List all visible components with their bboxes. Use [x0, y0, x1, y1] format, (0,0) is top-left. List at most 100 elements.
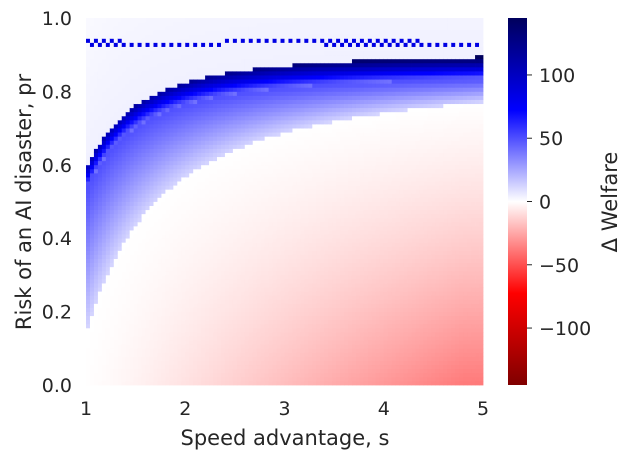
heatmap-cell — [153, 254, 158, 259]
heatmap-cell — [300, 319, 305, 325]
heatmap-cell — [86, 95, 91, 100]
heatmap-cell — [109, 311, 115, 317]
heatmap-cell — [264, 262, 270, 268]
heatmap-cell — [292, 360, 297, 366]
heatmap-cell — [201, 201, 206, 206]
heatmap-cell — [193, 356, 198, 361]
heatmap-cell — [173, 238, 178, 243]
heatmap-cell — [201, 217, 206, 223]
heatmap-cell — [236, 364, 242, 370]
heatmap-cell — [296, 331, 301, 337]
heatmap-cell — [292, 201, 297, 206]
heatmap-cell — [292, 144, 297, 149]
heatmap-cell — [149, 234, 154, 239]
heatmap-cell — [197, 140, 202, 145]
heatmap-cell — [97, 164, 103, 170]
heatmap-cell — [217, 124, 222, 129]
heatmap-cell — [193, 262, 198, 268]
heatmap-cell — [201, 242, 206, 247]
heatmap-cell — [157, 225, 162, 231]
heatmap-cell — [113, 360, 119, 366]
heatmap-cell — [197, 160, 202, 166]
heatmap-cell — [89, 62, 95, 68]
heatmap-cell — [93, 368, 99, 374]
heatmap-cell — [177, 315, 182, 321]
heatmap-cell — [173, 262, 178, 268]
heatmap-cell — [264, 344, 270, 349]
heatmap-cell — [149, 368, 154, 374]
heatmap-cell — [193, 352, 198, 357]
heatmap-cell — [157, 181, 162, 186]
heatmap-cell — [264, 295, 270, 300]
heatmap-cell — [300, 295, 305, 300]
heatmap-cell — [133, 299, 139, 304]
heatmap-cell — [129, 331, 135, 337]
heatmap-cell — [137, 380, 142, 386]
heatmap-cell — [252, 156, 258, 162]
heatmap-cell — [105, 160, 111, 166]
heatmap-cell — [181, 103, 186, 109]
heatmap-cell — [288, 315, 293, 321]
heatmap-cell — [145, 172, 150, 178]
heatmap-cell — [181, 213, 186, 219]
heatmap-cell — [105, 323, 111, 329]
heatmap-cell — [189, 376, 194, 382]
heatmap-cell — [86, 238, 91, 243]
heatmap-cell — [217, 132, 222, 137]
heatmap-cell — [177, 283, 182, 288]
heatmap-cell — [296, 270, 301, 276]
heatmap-cell — [201, 278, 206, 284]
heatmap-cell — [220, 234, 226, 239]
heatmap-cell — [189, 372, 194, 378]
heatmap-cell — [169, 270, 174, 276]
heatmap-cell — [86, 26, 91, 31]
heatmap-cell — [213, 213, 218, 219]
heatmap-cell — [201, 299, 206, 304]
heatmap-cell — [213, 250, 218, 255]
heatmap-cell — [276, 230, 281, 235]
heatmap-cell — [137, 266, 142, 272]
heatmap-cell — [260, 58, 266, 64]
heatmap-cell — [185, 79, 190, 84]
heatmap-cell — [236, 372, 242, 378]
heatmap-cell — [236, 111, 242, 117]
heatmap-cell — [260, 270, 266, 276]
heatmap-cell — [256, 344, 262, 349]
heatmap-cell — [228, 262, 234, 268]
heatmap-cell — [197, 26, 202, 31]
heatmap-cell — [232, 230, 238, 235]
heatmap-cell — [129, 71, 135, 76]
heatmap-cell — [105, 344, 111, 349]
heatmap-cell — [205, 87, 210, 92]
heatmap-cell — [232, 246, 238, 251]
heatmap-cell — [205, 225, 210, 231]
heatmap-cell — [117, 87, 123, 92]
heatmap-cell — [193, 140, 198, 145]
heatmap-cell — [149, 168, 154, 174]
heatmap-cell — [260, 238, 266, 243]
heatmap-cell — [181, 205, 186, 211]
heatmap-cell — [153, 54, 158, 60]
heatmap-cell — [228, 234, 234, 239]
heatmap-cell — [133, 38, 139, 43]
heatmap-cell — [228, 83, 234, 88]
heatmap-cell — [217, 103, 222, 109]
heatmap-cell — [213, 22, 218, 27]
heatmap-cell — [209, 221, 214, 227]
heatmap-cell — [153, 197, 158, 202]
heatmap-cell — [137, 46, 142, 52]
heatmap-cell — [213, 360, 218, 366]
heatmap-cell — [173, 274, 178, 280]
heatmap-cell — [232, 160, 238, 166]
heatmap-cell — [157, 152, 162, 158]
heatmap-cell — [264, 128, 270, 133]
heatmap-cell — [260, 376, 266, 382]
heatmap-cell — [113, 140, 119, 145]
heatmap-cell — [197, 99, 202, 105]
heatmap-cell — [117, 217, 123, 223]
heatmap-cell — [236, 107, 242, 113]
heatmap-cell — [280, 352, 285, 357]
heatmap-cell — [232, 42, 238, 47]
heatmap-cell — [157, 107, 162, 113]
heatmap-cell — [272, 189, 277, 194]
